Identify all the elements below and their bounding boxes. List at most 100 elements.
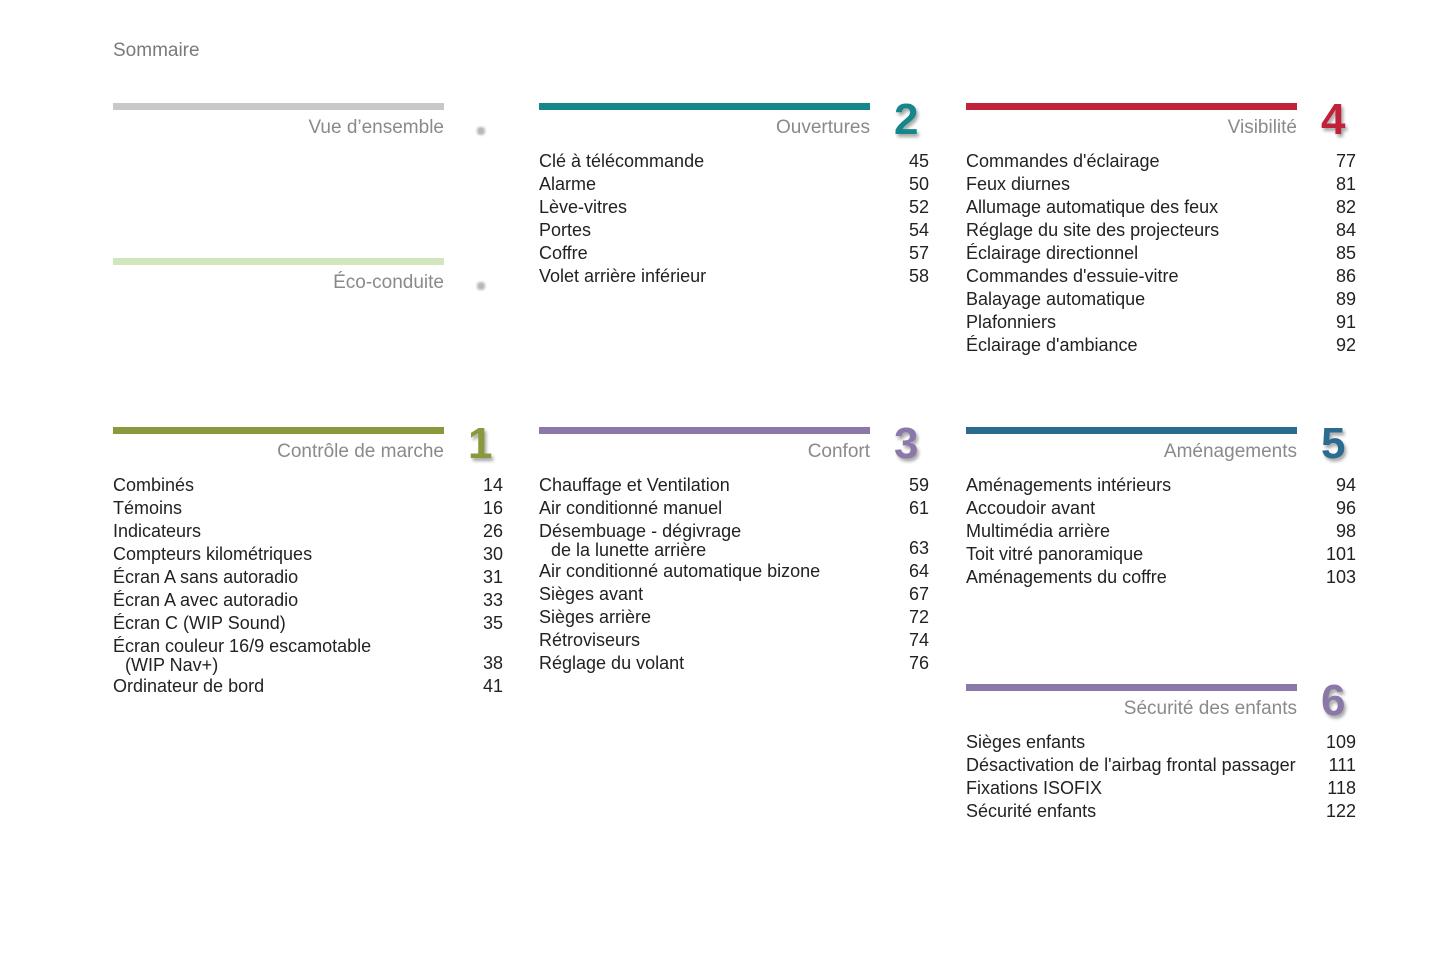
toc-entry[interactable]: Indicateurs 26	[113, 520, 503, 543]
toc-entry[interactable]: Alarme 50	[539, 173, 929, 196]
toc-entry-label: Air conditionné manuel	[539, 498, 723, 518]
toc-entry-label: Toit vitré panoramique	[966, 544, 1144, 564]
toc-entry-label: Plafonniers	[966, 312, 1057, 332]
toc-entry-label: Sécurité enfants	[966, 801, 1097, 821]
toc-entry-page: 59	[908, 475, 929, 495]
toc-entry[interactable]: Sécurité enfants 122	[966, 800, 1356, 823]
toc-entry[interactable]: Réglage du volant 76	[539, 652, 929, 675]
toc-entry[interactable]: Rétroviseurs 74	[539, 629, 929, 652]
toc-entry-page: 101	[1325, 544, 1356, 564]
toc-list: Combinés 14 Témoins 16 Indicateurs 26 Compteur…	[113, 474, 503, 698]
toc-entry-label: Allumage automatique des feux	[966, 197, 1219, 217]
toc-entry-label: Balayage automatique	[966, 289, 1146, 309]
section-marker-icon	[477, 127, 485, 135]
toc-entry-label: Sièges enfants	[966, 732, 1086, 752]
toc-entry-page: 76	[908, 653, 929, 673]
toc-entry[interactable]: Écran A sans autoradio 31	[113, 566, 503, 589]
toc-entry-label: Sièges avant	[539, 584, 644, 604]
toc-entry[interactable]: Combinés 14	[113, 474, 503, 497]
toc-entry-label: Éclairage directionnel	[966, 243, 1139, 263]
toc-entry[interactable]: Allumage automatique des feux 82	[966, 196, 1356, 219]
toc-entry[interactable]: Lève-vitres 52	[539, 196, 929, 219]
section-title: Visibilité	[1227, 117, 1297, 138]
toc-entry[interactable]: Écran couleur 16/9 escamotable (WIP Nav+)…	[113, 635, 503, 675]
toc-entry-label: Alarme	[539, 174, 597, 194]
toc-entry-page: 72	[908, 607, 929, 627]
page-heading: Sommaire	[113, 40, 200, 61]
section-title: Vue d’ensemble	[308, 117, 444, 138]
toc-entry-label: Combinés	[113, 475, 195, 495]
toc-entry[interactable]: Aménagements intérieurs 94	[966, 474, 1356, 497]
toc-entry-label: Fixations ISOFIX	[966, 778, 1103, 798]
section-title: Aménagements	[1163, 441, 1297, 462]
toc-entry-label: Aménagements du coffre	[966, 567, 1167, 587]
toc-entry-label: Coffre	[539, 243, 588, 263]
toc-entry[interactable]: Désactivation de l'airbag frontal passag…	[966, 754, 1356, 777]
toc-entry-page: 45	[908, 151, 929, 171]
toc-entry[interactable]: Fixations ISOFIX 118	[966, 777, 1356, 800]
toc-entry-page: 111	[1328, 755, 1356, 775]
toc-entry-page: 85	[1335, 243, 1356, 263]
toc-entry-label: Volet arrière inférieur	[539, 266, 707, 286]
toc-entry[interactable]: Toit vitré panoramique 101	[966, 543, 1356, 566]
toc-entry[interactable]: Sièges enfants 109	[966, 731, 1356, 754]
toc-entry-label: Accoudoir avant	[966, 498, 1096, 518]
toc-entry-page: 33	[482, 590, 503, 610]
toc-entry-page: 103	[1325, 567, 1356, 587]
section-number: 1	[468, 419, 493, 468]
toc-entry[interactable]: Écran C (WIP Sound) 35	[113, 612, 503, 635]
toc-entry-page: 86	[1335, 266, 1356, 286]
toc-entry[interactable]: Commandes d'éclairage 77	[966, 150, 1356, 173]
toc-entry[interactable]: Multimédia arrière 98	[966, 520, 1356, 543]
toc-entry-page: 84	[1335, 220, 1356, 240]
toc-list: Sièges enfants 109 Désactivation de l'airb…	[966, 731, 1356, 823]
toc-entry[interactable]: Portes 54	[539, 219, 929, 242]
toc-entry[interactable]: Aménagements du coffre 103	[966, 566, 1356, 589]
toc-entry-page: 35	[482, 613, 503, 633]
toc-entry[interactable]: Éclairage d'ambiance 92	[966, 334, 1356, 357]
toc-entry[interactable]: Ordinateur de bord 41	[113, 675, 503, 698]
toc-entry-label: Écran A sans autoradio	[113, 567, 299, 587]
section-color-bar	[539, 427, 870, 434]
toc-entry-label: Écran C (WIP Sound)	[113, 613, 286, 633]
toc-entry-label: Commandes d'éclairage	[966, 151, 1160, 171]
toc-entry-page: 67	[908, 584, 929, 604]
toc-entry-label: Clé à télécommande	[539, 151, 705, 171]
section-number: 6	[1321, 676, 1346, 725]
toc-entry[interactable]: Écran A avec autoradio 33	[113, 589, 503, 612]
toc-entry-page: 82	[1335, 197, 1356, 217]
toc-entry[interactable]: Témoins 16	[113, 497, 503, 520]
toc-entry[interactable]: Sièges arrière 72	[539, 606, 929, 629]
section-color-bar	[113, 427, 444, 434]
section-title: Ouvertures	[776, 117, 870, 138]
toc-entry-label: Réglage du volant	[539, 653, 685, 673]
section-title: Confort	[807, 441, 870, 462]
toc-entry[interactable]: Accoudoir avant 96	[966, 497, 1356, 520]
toc-entry[interactable]: Compteurs kilométriques 30	[113, 543, 503, 566]
toc-entry[interactable]: Désembuage - dégivrage de la lunette arri…	[539, 520, 929, 560]
toc-entry[interactable]: Clé à télécommande 45	[539, 150, 929, 173]
toc-entry-page: 74	[908, 630, 929, 650]
toc-entry[interactable]: Air conditionné automatique bizone 64	[539, 560, 929, 583]
toc-entry-page: 89	[1335, 289, 1356, 309]
toc-entry-label: Aménagements intérieurs	[966, 475, 1172, 495]
toc-entry[interactable]: Feux diurnes 81	[966, 173, 1356, 196]
toc-entry[interactable]: Balayage automatique 89	[966, 288, 1356, 311]
toc-entry[interactable]: Commandes d'essuie-vitre 86	[966, 265, 1356, 288]
toc-list: Aménagements intérieurs 94 Accoudoir avant…	[966, 474, 1356, 589]
toc-entry[interactable]: Coffre 57	[539, 242, 929, 265]
section-color-bar	[113, 258, 444, 265]
toc-entry[interactable]: Réglage du site des projecteurs 84	[966, 219, 1356, 242]
section-title: Contrôle de marche	[277, 441, 444, 462]
toc-entry[interactable]: Éclairage directionnel 85	[966, 242, 1356, 265]
toc-entry[interactable]: Air conditionné manuel 61	[539, 497, 929, 520]
toc-entry[interactable]: Chauffage et Ventilation 59	[539, 474, 929, 497]
toc-entry-label: Éclairage d'ambiance	[966, 335, 1138, 355]
section-color-bar	[966, 103, 1297, 110]
toc-entry[interactable]: Sièges avant 67	[539, 583, 929, 606]
toc-entry-page: 63	[908, 538, 929, 558]
toc-entry[interactable]: Volet arrière inférieur 58	[539, 265, 929, 288]
toc-entry-page: 14	[482, 475, 503, 495]
toc-entry-label: Écran couleur 16/9 escamotable	[113, 636, 372, 656]
toc-entry[interactable]: Plafonniers 91	[966, 311, 1356, 334]
